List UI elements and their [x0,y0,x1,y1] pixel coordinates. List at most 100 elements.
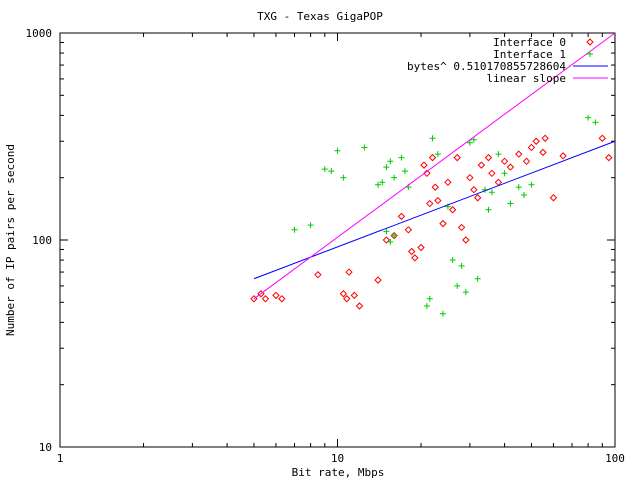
interface-0-point [453,153,461,162]
interface-0-point [390,231,398,240]
legend-label: bytes^ 0.510170855728604 [407,60,566,73]
interface-0-point [350,291,359,300]
power-fit-line [253,140,616,280]
interface-0-point [559,152,567,160]
axis-ticks: 1 10 100 10 100 1000 [26,27,625,465]
y-tick-label: 100 [32,234,52,247]
interface-0-point [500,157,509,166]
interface-1-point [361,144,368,151]
interface-1-point [521,191,528,198]
interface-1-point [340,174,347,181]
interface-1-point [328,168,335,175]
interface-0-point [605,153,613,162]
interface-1-point [387,158,394,165]
legend-label: Interface 0 [493,36,566,49]
interface-1-point [488,189,495,196]
interface-0-point [374,276,382,284]
interface-0-point [598,134,607,142]
interface-0-point [261,295,270,303]
interface-1-point [507,200,514,207]
interface-1-point [592,119,599,126]
interface-0-point [417,243,425,252]
interface-1-point [391,232,398,239]
interface-0-point [466,173,474,182]
interface-1-point [449,257,456,264]
y-tick-label: 10 [39,441,52,454]
interface-0-point [397,212,406,221]
interface-0-point [549,194,558,202]
interface-1-point [387,238,394,245]
interface-1-point [401,168,408,175]
interface-1-point [440,310,447,317]
interface-1-point [291,226,298,233]
interface-0-point [423,169,431,178]
interface-1-point [454,282,461,289]
interface-0-point [541,134,549,142]
interface-0-point [522,157,531,166]
interface-0-point [428,153,437,162]
interface-0-point [434,196,442,205]
interface-0-point [404,226,413,234]
legend-swatch [586,38,594,46]
interface-0-point [527,143,536,152]
interface-0-point [470,185,478,194]
interface-1-point [321,166,328,173]
legend-label: linear slope [487,72,566,85]
interface-1-point [466,139,473,146]
interface-1-point [458,262,465,269]
interface-0-point [343,295,351,303]
legend-label: Interface 1 [493,48,566,61]
interface-1-point [398,154,405,161]
x-axis-label: Bit rate, Mbps [292,466,385,479]
chart-title: TXG - Texas GigaPOP [257,10,383,23]
interface-1-point [391,174,398,181]
interface-0-point [411,254,419,262]
interface-1-point [485,206,492,213]
interface-1-point [307,222,314,229]
interface-1-point [501,170,508,177]
interface-1-point [528,181,535,188]
interface-1-point [462,289,469,296]
legend-swatch [587,51,593,57]
interface-0-point [473,194,482,202]
interface-1-point [474,275,481,282]
y-tick-label: 1000 [26,27,53,40]
data-marks [250,114,613,317]
interface-1-point [379,179,386,186]
interface-0-point [420,161,428,169]
fit-lines [253,32,616,300]
interface-1-point [334,147,341,154]
interface-0-point [431,183,439,191]
interface-0-point [484,153,493,162]
interface-0-point [444,178,452,187]
interface-0-point [515,150,523,158]
x-tick-label: 1 [57,452,64,465]
y-axis-label: Number of IP pairs per second [4,144,17,336]
interface-1-point [383,164,390,171]
x-tick-label: 10 [331,452,344,465]
interface-0-point [539,148,547,157]
interface-0-point [355,302,364,310]
interface-1-point [585,114,592,121]
interface-0-point [439,219,447,228]
interface-1-point [515,184,522,191]
interface-0-point [382,236,391,244]
interface-1-point [383,228,390,235]
interface-0-point [462,236,470,244]
interface-0-point [314,270,322,279]
interface-0-point [407,247,416,256]
interface-1-point [495,151,502,158]
interface-1-point [429,135,436,142]
interface-0-point [339,290,348,298]
interface-0-point [506,163,515,171]
interface-0-point [488,169,496,178]
interface-1-point [470,136,477,143]
interface-0-point [345,268,353,276]
x-tick-label: 100 [605,452,625,465]
interface-0-point [532,137,540,145]
interface-0-point [457,223,466,232]
interface-1-point [375,181,382,188]
interface-0-point [278,295,286,303]
